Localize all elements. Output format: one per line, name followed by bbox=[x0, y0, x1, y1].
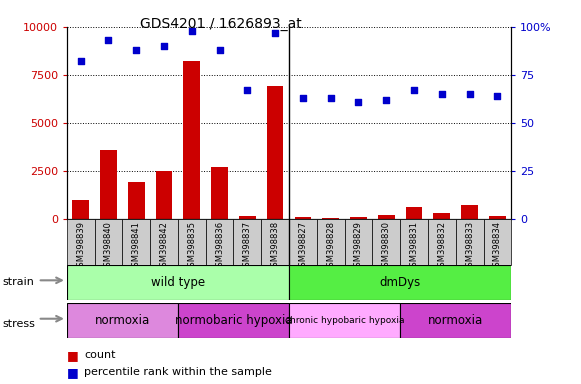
Text: GSM398834: GSM398834 bbox=[493, 221, 502, 272]
Bar bbox=[211, 167, 228, 219]
Point bbox=[437, 91, 446, 97]
Bar bbox=[428, 219, 456, 265]
Bar bbox=[150, 219, 178, 265]
Point bbox=[104, 37, 113, 43]
Point bbox=[215, 47, 224, 53]
Bar bbox=[123, 219, 150, 265]
Bar bbox=[67, 303, 178, 338]
Bar bbox=[206, 219, 234, 265]
Text: GDS4201 / 1626893_at: GDS4201 / 1626893_at bbox=[140, 17, 302, 31]
Bar bbox=[433, 213, 450, 219]
Bar bbox=[128, 182, 145, 219]
Text: count: count bbox=[84, 350, 116, 360]
Text: stress: stress bbox=[3, 319, 36, 329]
Bar bbox=[317, 219, 345, 265]
Text: wild type: wild type bbox=[151, 276, 205, 289]
Bar bbox=[239, 216, 256, 219]
Bar bbox=[372, 219, 400, 265]
Text: GSM398837: GSM398837 bbox=[243, 221, 252, 272]
Text: normoxia: normoxia bbox=[428, 314, 483, 327]
Point bbox=[354, 99, 363, 105]
Bar bbox=[73, 200, 89, 219]
Text: GSM398842: GSM398842 bbox=[160, 221, 168, 272]
Bar bbox=[289, 219, 317, 265]
Bar bbox=[156, 171, 173, 219]
Bar bbox=[461, 205, 478, 219]
Text: GSM398841: GSM398841 bbox=[132, 221, 141, 272]
Text: GSM398836: GSM398836 bbox=[215, 221, 224, 272]
Bar bbox=[322, 218, 339, 219]
Bar bbox=[345, 219, 372, 265]
Bar bbox=[489, 216, 505, 219]
Point bbox=[132, 47, 141, 53]
Bar bbox=[378, 215, 394, 219]
Text: GSM398833: GSM398833 bbox=[465, 221, 474, 272]
Point bbox=[243, 87, 252, 93]
Text: GSM398828: GSM398828 bbox=[326, 221, 335, 272]
Bar bbox=[295, 217, 311, 219]
Point bbox=[493, 93, 502, 99]
Point bbox=[382, 97, 391, 103]
Bar bbox=[456, 219, 483, 265]
Text: GSM398829: GSM398829 bbox=[354, 221, 363, 272]
Bar bbox=[67, 219, 95, 265]
Text: strain: strain bbox=[3, 277, 35, 287]
Bar bbox=[400, 303, 511, 338]
Bar bbox=[261, 219, 289, 265]
Text: GSM398838: GSM398838 bbox=[271, 221, 279, 272]
Point bbox=[465, 91, 474, 97]
Bar bbox=[67, 265, 289, 300]
Bar bbox=[350, 217, 367, 219]
Text: GSM398840: GSM398840 bbox=[104, 221, 113, 272]
Text: normobaric hypoxia: normobaric hypoxia bbox=[175, 314, 292, 327]
Bar bbox=[95, 219, 123, 265]
Bar bbox=[406, 207, 422, 219]
Text: GSM398827: GSM398827 bbox=[299, 221, 307, 272]
Point bbox=[76, 58, 85, 65]
Bar bbox=[178, 219, 206, 265]
Bar bbox=[267, 86, 284, 219]
Bar bbox=[178, 303, 289, 338]
Text: ■: ■ bbox=[67, 349, 78, 362]
Point bbox=[187, 28, 196, 34]
Text: percentile rank within the sample: percentile rank within the sample bbox=[84, 367, 272, 377]
Text: ■: ■ bbox=[67, 366, 78, 379]
Bar bbox=[100, 150, 117, 219]
Point bbox=[159, 43, 168, 49]
Bar bbox=[400, 219, 428, 265]
Text: GSM398835: GSM398835 bbox=[187, 221, 196, 272]
Bar bbox=[234, 219, 261, 265]
Text: chronic hypobaric hypoxia: chronic hypobaric hypoxia bbox=[285, 316, 404, 325]
Point bbox=[298, 95, 307, 101]
Text: normoxia: normoxia bbox=[95, 314, 150, 327]
Bar bbox=[289, 303, 400, 338]
Text: GSM398830: GSM398830 bbox=[382, 221, 391, 272]
Point bbox=[326, 95, 335, 101]
Point bbox=[410, 87, 419, 93]
Bar bbox=[289, 265, 511, 300]
Text: GSM398831: GSM398831 bbox=[410, 221, 418, 272]
Bar bbox=[483, 219, 511, 265]
Text: dmDys: dmDys bbox=[379, 276, 421, 289]
Point bbox=[271, 30, 280, 36]
Text: GSM398832: GSM398832 bbox=[437, 221, 446, 272]
Bar bbox=[184, 61, 200, 219]
Text: GSM398839: GSM398839 bbox=[76, 221, 85, 272]
